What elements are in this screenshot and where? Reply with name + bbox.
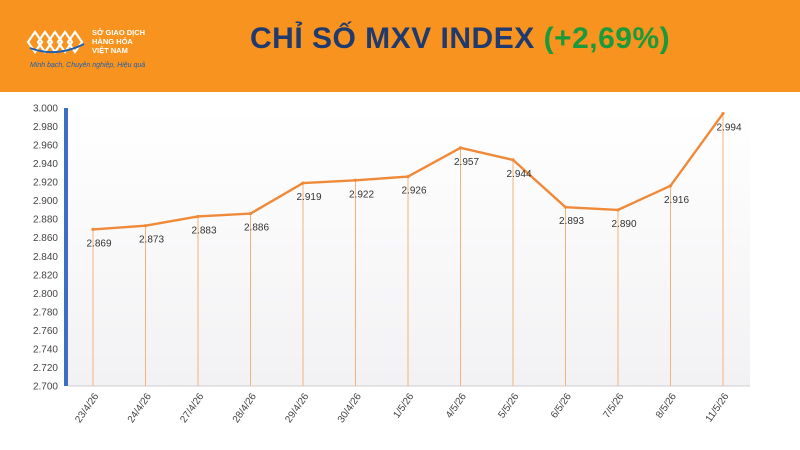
x-tick-label: 30/4/26 bbox=[336, 391, 364, 425]
y-tick-label: 2.820 bbox=[33, 270, 58, 281]
data-label: 2.883 bbox=[191, 225, 216, 236]
x-tick-label: 4/5/26 bbox=[444, 391, 469, 420]
data-point bbox=[248, 212, 253, 216]
y-tick-label: 2.960 bbox=[33, 141, 58, 152]
data-point bbox=[196, 214, 200, 219]
y-tick-label: 2.980 bbox=[33, 122, 58, 133]
data-point bbox=[616, 208, 620, 212]
plot-background bbox=[68, 108, 750, 386]
x-tick-label: 24/4/26 bbox=[126, 391, 154, 425]
x-tick-label: 27/4/26 bbox=[178, 391, 206, 425]
data-point bbox=[563, 205, 568, 209]
logo-name-line-1: SỞ GIAO DỊCH bbox=[92, 28, 146, 37]
logo-name-line-2: HÀNG HÓA bbox=[92, 37, 133, 46]
data-label: 2.886 bbox=[244, 223, 269, 234]
page-title: CHỈ SỐ MXV INDEX (+2,69%) bbox=[250, 22, 670, 66]
x-tick-label: 11/5/26 bbox=[704, 391, 732, 424]
logo-slogan: Minh bạch, Chuyên nghiệp, Hiệu quả bbox=[30, 62, 146, 69]
data-label: 2.922 bbox=[349, 189, 374, 200]
x-tick-label: 29/4/26 bbox=[283, 391, 311, 425]
title-text: CHỈ SỐ MXV INDEX bbox=[250, 22, 535, 55]
data-point bbox=[91, 227, 95, 231]
data-label: 2.916 bbox=[664, 195, 689, 206]
y-tick-label: 2.760 bbox=[33, 326, 58, 337]
data-point bbox=[458, 146, 463, 150]
y-tick-label: 2.900 bbox=[33, 196, 58, 207]
y-tick-label: 2.700 bbox=[33, 382, 58, 393]
y-tick-label: 2.780 bbox=[33, 307, 58, 318]
y-tick-label: 2.720 bbox=[33, 363, 58, 374]
data-point bbox=[301, 181, 305, 185]
data-label: 2.994 bbox=[716, 123, 741, 134]
mxv-index-line-chart: 2.700 2.720 2.740 2.760 2.780 2.800 2.820 2.840… bbox=[33, 104, 750, 425]
data-label: 2.919 bbox=[296, 192, 321, 203]
y-tick-label: 2.740 bbox=[33, 344, 58, 355]
exchange-logo[interactable]: SỞ GIAO DỊCH HÀNG HÓA VIỆT NAM Minh bạch… bbox=[26, 24, 166, 76]
y-tick-label: 2.800 bbox=[33, 289, 58, 300]
x-tick-label: 1/5/26 bbox=[391, 391, 416, 420]
y-tick-label: 3.000 bbox=[33, 104, 58, 115]
y-tick-labels: 2.700 2.720 2.740 2.760 2.780 2.800 2.820 2.840… bbox=[33, 104, 58, 393]
data-label: 2.890 bbox=[611, 219, 636, 230]
data-label: 2.873 bbox=[139, 235, 164, 246]
x-tick-label: 23/4/26 bbox=[73, 391, 101, 425]
x-tick-label: 5/5/26 bbox=[496, 391, 521, 420]
logo-name: SỞ GIAO DỊCH HÀNG HÓA VIỆT NAM bbox=[92, 28, 172, 55]
series-line-group bbox=[91, 111, 725, 231]
data-labels: 2.869 2.873 2.883 2.886 2.919 2.922 2.926 2.957… bbox=[86, 123, 741, 250]
y-tick-label: 2.940 bbox=[33, 159, 58, 170]
y-tick-label: 2.840 bbox=[33, 252, 58, 263]
data-label: 2.944 bbox=[506, 169, 531, 180]
data-label: 2.926 bbox=[401, 186, 426, 197]
data-label: 2.869 bbox=[86, 238, 111, 249]
x-tick-label: 6/5/26 bbox=[549, 391, 574, 420]
y-tick-label: 2.920 bbox=[33, 178, 58, 189]
x-tick-labels: 23/4/26 24/4/26 27/4/26 28/4/26 29/4/26 30/4/… bbox=[73, 391, 731, 425]
y-tick-label: 2.860 bbox=[33, 233, 58, 244]
x-tick-label: 28/4/26 bbox=[231, 391, 259, 425]
y-axis-accent-bar bbox=[64, 108, 68, 386]
title-change-percent: (+2,69%) bbox=[543, 22, 671, 55]
logo-name-line-3: VIỆT NAM bbox=[92, 46, 128, 55]
data-point bbox=[406, 174, 410, 179]
data-point bbox=[721, 111, 725, 116]
data-label: 2.957 bbox=[454, 157, 479, 168]
y-tick-label: 2.880 bbox=[33, 215, 58, 226]
data-label: 2.893 bbox=[559, 216, 584, 227]
x-tick-label: 8/5/26 bbox=[654, 391, 679, 420]
data-point bbox=[511, 158, 515, 162]
data-point bbox=[668, 184, 673, 188]
drop-lines bbox=[92, 113, 724, 386]
header-banner: SỞ GIAO DỊCH HÀNG HÓA VIỆT NAM Minh bạch… bbox=[0, 0, 800, 92]
data-point bbox=[353, 178, 358, 182]
logo-mark-icon bbox=[26, 30, 85, 54]
x-tick-label: 7/5/26 bbox=[601, 391, 626, 420]
data-point bbox=[143, 224, 148, 228]
